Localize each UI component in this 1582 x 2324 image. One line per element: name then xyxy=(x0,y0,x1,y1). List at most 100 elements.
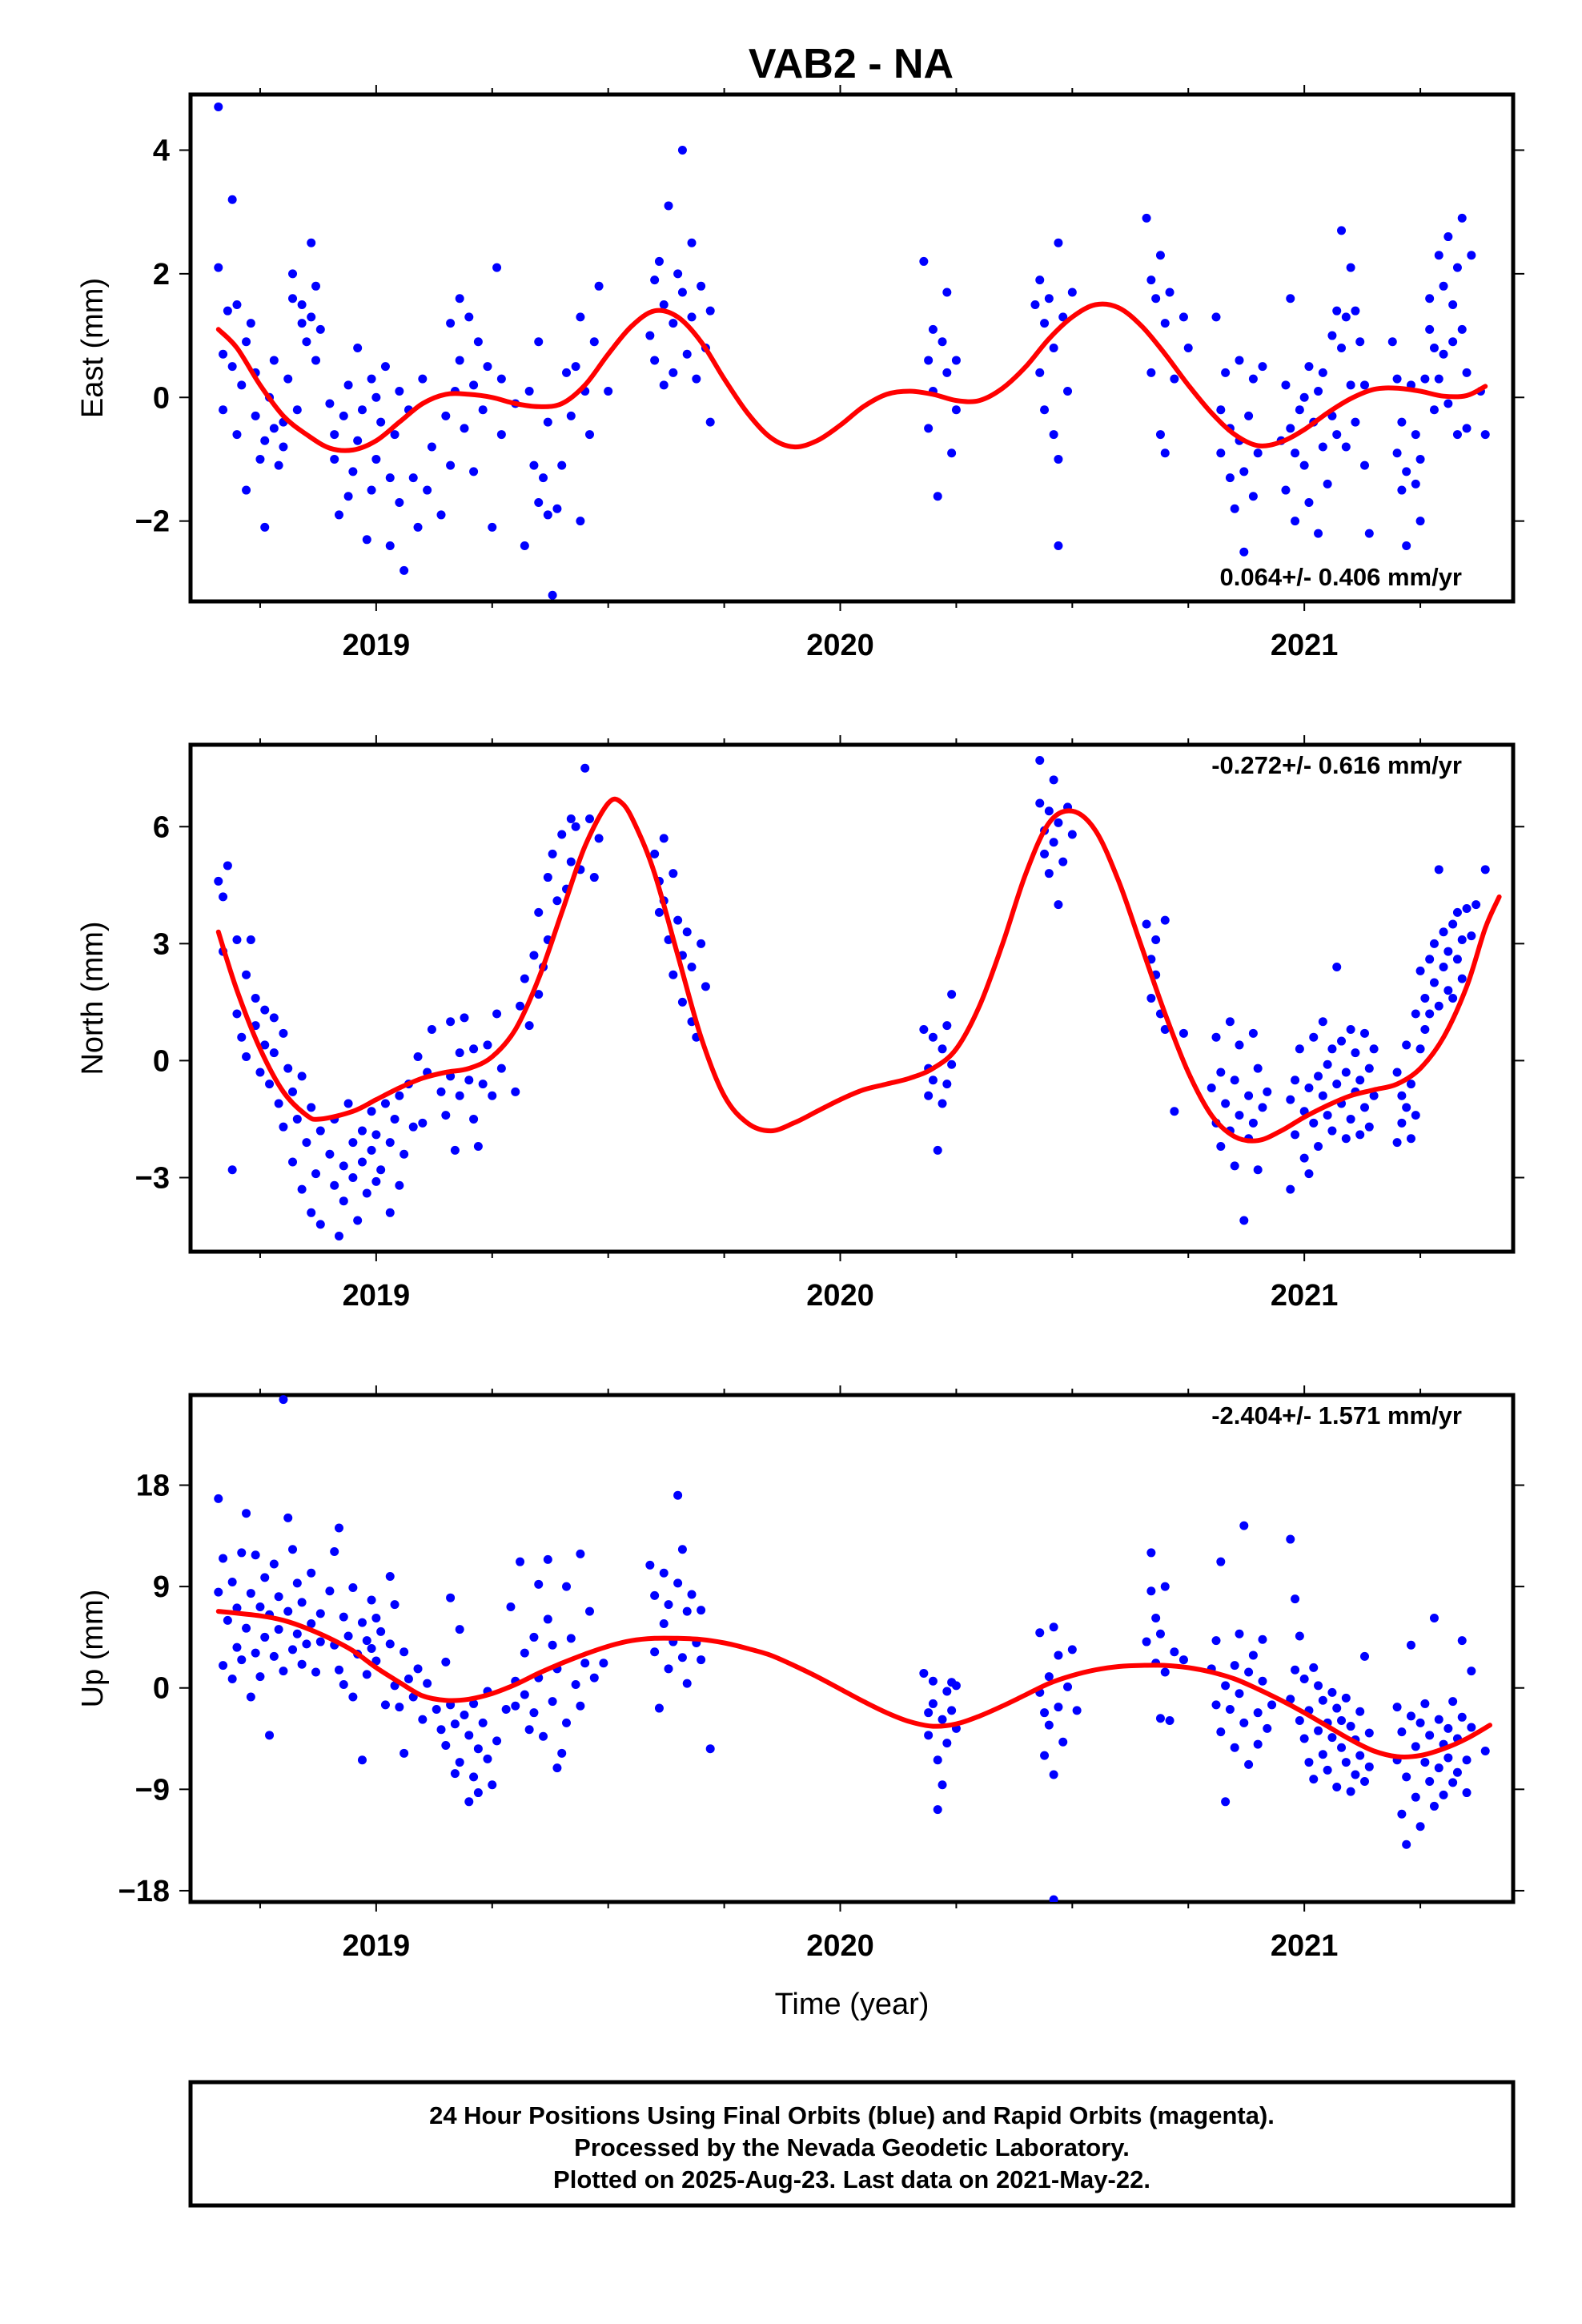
north-data-point xyxy=(933,1145,942,1155)
east-data-point xyxy=(697,281,706,291)
north-data-point xyxy=(571,822,580,831)
up-data-point xyxy=(1415,1822,1425,1831)
east-fit-curve xyxy=(215,301,1488,453)
north-data-point xyxy=(516,1001,525,1011)
up-data-point xyxy=(1258,1676,1267,1686)
east-data-point xyxy=(1291,448,1300,458)
up-data-point xyxy=(242,1623,251,1633)
east-data-point xyxy=(1304,362,1314,372)
north-data-point xyxy=(292,1114,302,1124)
north-data-point xyxy=(1434,865,1443,875)
north-data-point xyxy=(1286,1184,1295,1194)
east-data-point xyxy=(924,424,934,433)
east-data-point xyxy=(279,442,288,452)
east-data-point xyxy=(1155,430,1165,440)
up-data-point xyxy=(529,1632,539,1642)
east-data-point xyxy=(938,337,947,347)
north-data-point xyxy=(237,1032,247,1042)
north-data-point xyxy=(376,1165,386,1175)
up-data-point xyxy=(469,1699,479,1708)
up-data-point xyxy=(376,1626,386,1636)
north-data-point xyxy=(1207,1083,1216,1092)
up-data-point xyxy=(1457,1636,1467,1646)
up-data-point xyxy=(1299,1734,1309,1743)
east-data-point xyxy=(343,492,353,501)
east-data-point xyxy=(1146,275,1156,285)
north-data-point xyxy=(1291,1130,1300,1140)
north-data-point xyxy=(279,1028,288,1038)
east-data-point xyxy=(1063,387,1073,396)
north-data-point xyxy=(367,1107,376,1116)
east-data-point xyxy=(242,485,251,495)
up-data-point xyxy=(580,1659,590,1668)
east-data-point xyxy=(589,337,599,347)
up-data-point xyxy=(339,1612,348,1622)
east-data-point xyxy=(418,374,428,384)
north-data-point xyxy=(1067,830,1077,839)
up-data-point xyxy=(223,1615,232,1625)
up-data-point xyxy=(400,1647,409,1657)
north-data-point xyxy=(524,1021,534,1031)
east-data-point xyxy=(1457,213,1467,223)
east-data-point xyxy=(1281,380,1291,390)
north-data-point xyxy=(334,1232,343,1241)
north-data-point xyxy=(232,1009,242,1019)
up-data-point xyxy=(418,1715,428,1724)
up-data-point xyxy=(1360,1776,1370,1786)
east-data-point xyxy=(1448,300,1458,309)
up-data-point xyxy=(334,1523,343,1533)
east-data-point xyxy=(1387,337,1397,347)
up-data-point xyxy=(385,1639,395,1649)
east-data-point xyxy=(1337,226,1347,235)
east-data-point xyxy=(232,430,242,440)
north-data-point xyxy=(1035,798,1045,808)
north-data-point xyxy=(385,1138,395,1148)
up-data-point xyxy=(1221,1681,1231,1691)
up-data-point xyxy=(1239,1718,1249,1727)
up-data-point xyxy=(919,1668,929,1678)
east-panel: 2019 2020 2021 −2 0 2 4 East (mm) 0.064+/- 0.406… xyxy=(76,85,1524,662)
up-data-point xyxy=(1263,1723,1272,1733)
up-y-tick-label: 9 xyxy=(153,1570,170,1604)
north-data-point xyxy=(357,1157,367,1167)
east-data-point xyxy=(1332,430,1342,440)
north-data-point xyxy=(265,1080,275,1089)
north-data-point xyxy=(418,1118,428,1128)
up-data-point xyxy=(1420,1758,1430,1767)
up-data-point xyxy=(227,1578,237,1587)
up-data-point xyxy=(947,1706,957,1715)
east-data-point xyxy=(534,337,544,347)
north-data-point xyxy=(1360,1103,1370,1112)
up-data-point xyxy=(1364,1762,1374,1771)
north-x-tick-label: 2019 xyxy=(343,1279,411,1313)
up-data-point xyxy=(1035,1628,1045,1638)
north-data-point xyxy=(1439,963,1448,972)
east-data-point xyxy=(395,497,404,507)
east-data-point xyxy=(562,368,572,377)
east-data-point xyxy=(288,294,298,304)
up-data-point xyxy=(1304,1758,1314,1767)
up-data-point xyxy=(1402,1772,1411,1782)
north-data-point xyxy=(1439,927,1448,937)
up-data-point xyxy=(1170,1647,1179,1657)
north-data-point xyxy=(1304,1083,1314,1092)
east-data-point xyxy=(214,263,223,272)
east-data-point xyxy=(1054,541,1063,551)
north-panel: 2019 2020 2021 −3 0 3 6 North (mm) -0.272+/- 0.6… xyxy=(76,735,1524,1313)
east-data-point xyxy=(543,510,552,520)
north-data-point xyxy=(1263,1087,1272,1096)
north-data-point xyxy=(1364,1122,1374,1132)
east-data-point xyxy=(232,300,242,309)
up-velocity-label: -2.404+/- 1.571 mm/yr xyxy=(1211,1401,1462,1429)
east-data-point xyxy=(1355,337,1365,347)
north-data-point xyxy=(436,1087,446,1096)
north-data-point xyxy=(1406,1134,1415,1144)
up-data-point xyxy=(687,1590,697,1599)
up-data-point xyxy=(1291,1594,1300,1604)
east-data-point xyxy=(1286,424,1295,433)
up-data-point xyxy=(265,1731,275,1740)
north-data-point xyxy=(464,1076,474,1085)
north-data-point xyxy=(473,1142,483,1152)
north-data-point xyxy=(1058,857,1068,866)
east-data-point xyxy=(219,405,228,415)
